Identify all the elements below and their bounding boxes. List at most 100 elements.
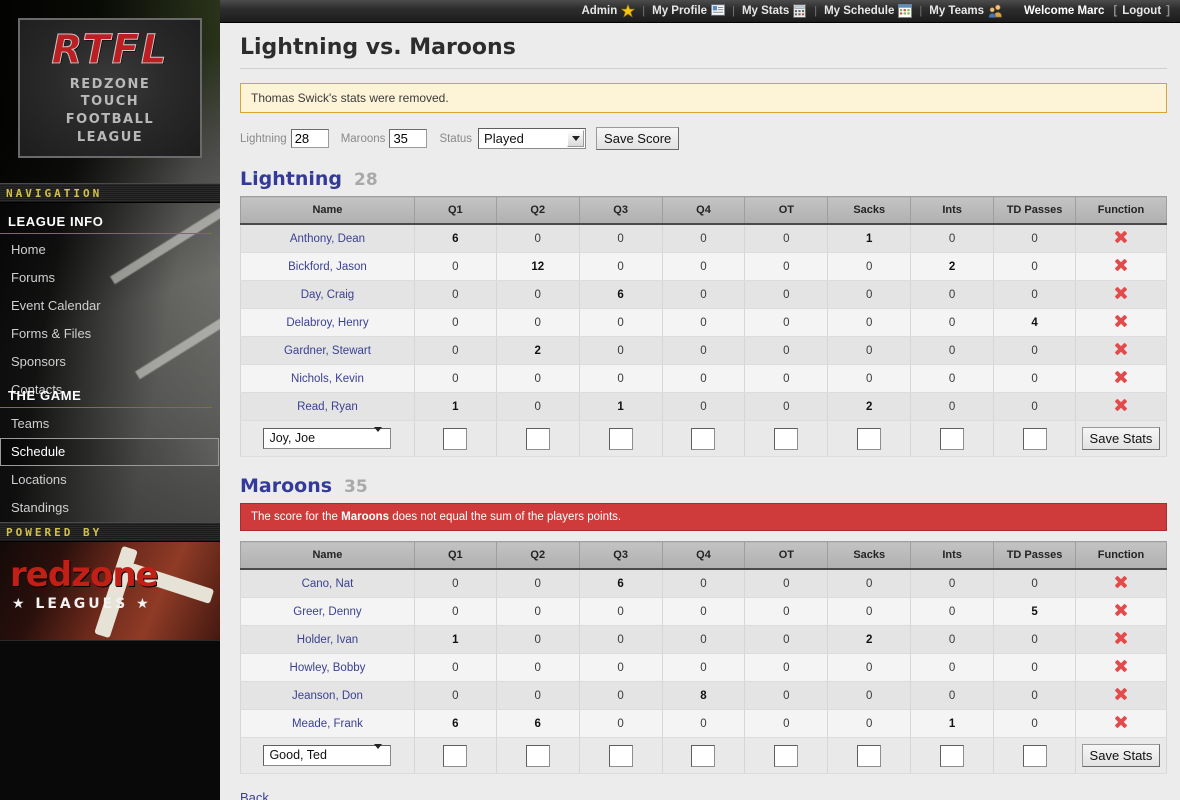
new-stat-q3-input[interactable] [608, 427, 633, 450]
column-header-q3[interactable]: Q3 [578, 541, 663, 570]
column-header-q2[interactable]: Q2 [495, 196, 580, 225]
sidebar-item-home[interactable]: Home [11, 242, 46, 257]
column-header-q1[interactable]: Q1 [413, 196, 497, 225]
column-header-q3[interactable]: Q3 [578, 196, 663, 225]
topbar-link-my-stats[interactable]: My Stats [742, 4, 807, 18]
save-score-button[interactable]: Save Score [596, 127, 680, 150]
player-name-link[interactable]: Meade, Frank [291, 717, 363, 730]
delete-icon[interactable] [1114, 286, 1128, 300]
delete-icon[interactable] [1114, 603, 1128, 617]
new-stat-q2-input[interactable] [525, 427, 550, 450]
topbar-link-admin[interactable]: Admin [581, 3, 636, 18]
column-header-ot[interactable]: OT [744, 541, 829, 570]
new-stat-q1-input[interactable] [443, 427, 468, 450]
topbar-link-my-teams[interactable]: My Teams [929, 4, 1002, 18]
player-name-link[interactable]: Day, Craig [300, 288, 355, 301]
player-name-link[interactable]: Greer, Denny [293, 605, 362, 618]
add-player-select-maroons[interactable]: Good, Ted [263, 744, 392, 766]
delete-icon[interactable] [1114, 659, 1128, 673]
delete-icon[interactable] [1114, 575, 1128, 589]
stat-cell-q1: 0 [413, 681, 497, 710]
player-name-link[interactable]: Cano, Nat [301, 577, 354, 590]
new-stat-q4-input[interactable] [691, 427, 716, 450]
column-header-name[interactable]: Name [240, 196, 415, 225]
sidebar-item-forms-and-files[interactable]: Forms & Files [11, 326, 92, 341]
player-name-link[interactable]: Bickford, Jason [288, 260, 367, 273]
column-header-ot[interactable]: OT [744, 196, 829, 225]
topbar-link-my-schedule[interactable]: My Schedule [824, 4, 913, 18]
player-name-link[interactable]: Howley, Bobby [289, 661, 366, 674]
delete-icon[interactable] [1114, 258, 1128, 272]
player-name-link[interactable]: Anthony, Dean [289, 232, 366, 245]
column-header-td-passes[interactable]: TD Passes [993, 196, 1076, 225]
new-stat-ot-input[interactable] [774, 744, 799, 767]
stat-cell-sacks: 0 [827, 709, 912, 738]
stat-cell-q1: 0 [413, 597, 497, 626]
new-stat-ints-input[interactable] [940, 744, 965, 767]
column-header-sacks[interactable]: Sacks [827, 196, 912, 225]
delete-icon[interactable] [1114, 398, 1128, 412]
league-logo[interactable]: RTFL REDZONE TOUCH FOOTBALL LEAGUE [18, 18, 202, 158]
column-header-ints[interactable]: Ints [910, 541, 995, 570]
sidebar-item-teams[interactable]: Teams [11, 416, 50, 431]
chevron-down-icon[interactable] [374, 427, 389, 447]
sidebar-item-contacts[interactable]: Contacts [11, 382, 63, 397]
player-name-link[interactable]: Read, Ryan [297, 400, 358, 413]
page-title: Lightning vs. Maroons [240, 23, 1167, 69]
logout-bracket-open: [ [1113, 5, 1118, 17]
new-stat-q2-input[interactable] [525, 744, 550, 767]
stat-cell-q3: 0 [578, 709, 663, 738]
new-stat-td-passes-input[interactable] [1022, 744, 1047, 767]
new-stat-q4-input[interactable] [691, 744, 716, 767]
away-score-label: Maroons [340, 132, 386, 145]
new-stat-q3-input[interactable] [608, 744, 633, 767]
topbar-link-my-profile[interactable]: My Profile [652, 4, 726, 18]
stat-cell-q1: 1 [413, 625, 497, 654]
back-link[interactable]: Back [240, 790, 269, 800]
column-header-q2[interactable]: Q2 [495, 541, 580, 570]
column-header-q4[interactable]: Q4 [661, 541, 746, 570]
column-header-q4[interactable]: Q4 [661, 196, 746, 225]
column-header-sacks[interactable]: Sacks [827, 541, 912, 570]
new-stat-ints-input[interactable] [940, 427, 965, 450]
new-stat-q1-input[interactable] [443, 744, 468, 767]
column-header-td-passes[interactable]: TD Passes [993, 541, 1076, 570]
save-stats-button-maroons[interactable]: Save Stats [1081, 744, 1161, 767]
delete-icon[interactable] [1114, 370, 1128, 384]
chevron-down-icon[interactable] [374, 744, 389, 764]
new-stat-td-passes-input[interactable] [1022, 427, 1047, 450]
column-header-name[interactable]: Name [240, 541, 415, 570]
logout-link[interactable]: Logout [1122, 5, 1162, 17]
new-stat-sacks-input[interactable] [857, 427, 882, 450]
sidebar-item-event-calendar[interactable]: Event Calendar [11, 298, 101, 313]
sidebar-item-forums[interactable]: Forums [11, 270, 56, 285]
player-name-link[interactable]: Delabroy, Henry [286, 316, 369, 329]
column-header-q1[interactable]: Q1 [413, 541, 497, 570]
player-name-link[interactable]: Holder, Ivan [296, 633, 359, 646]
delete-icon[interactable] [1114, 631, 1128, 645]
table-row: Read, Ryan 1 0 1 0 0 2 0 0 [240, 392, 1168, 421]
stat-cell-q2: 2 [495, 336, 580, 365]
away-score-input[interactable] [389, 129, 428, 148]
status-select[interactable]: Played [478, 128, 587, 149]
player-name-link[interactable]: Jeanson, Don [291, 689, 363, 702]
new-stat-sacks-input[interactable] [857, 744, 882, 767]
column-header-ints[interactable]: Ints [910, 196, 995, 225]
player-name-link[interactable]: Nichols, Kevin [291, 372, 364, 385]
powered-by-logo[interactable]: redzone ★ LEAGUES ★ [0, 542, 220, 640]
new-stat-ot-input[interactable] [774, 427, 799, 450]
delete-icon[interactable] [1114, 314, 1128, 328]
delete-icon[interactable] [1114, 342, 1128, 356]
add-player-select-lightning[interactable]: Joy, Joe [263, 427, 392, 449]
sidebar-item-sponsors[interactable]: Sponsors [11, 354, 66, 369]
chevron-down-icon[interactable] [567, 130, 585, 147]
delete-icon[interactable] [1114, 715, 1128, 729]
delete-icon[interactable] [1114, 687, 1128, 701]
sidebar-item-standings[interactable]: Standings [11, 500, 69, 515]
sidebar-item-schedule[interactable]: Schedule [0, 438, 219, 466]
delete-icon[interactable] [1114, 230, 1128, 244]
save-stats-button-lightning[interactable]: Save Stats [1081, 427, 1161, 450]
player-name-link[interactable]: Gardner, Stewart [283, 344, 371, 357]
sidebar-item-locations[interactable]: Locations [11, 472, 67, 487]
home-score-input[interactable] [290, 129, 329, 148]
